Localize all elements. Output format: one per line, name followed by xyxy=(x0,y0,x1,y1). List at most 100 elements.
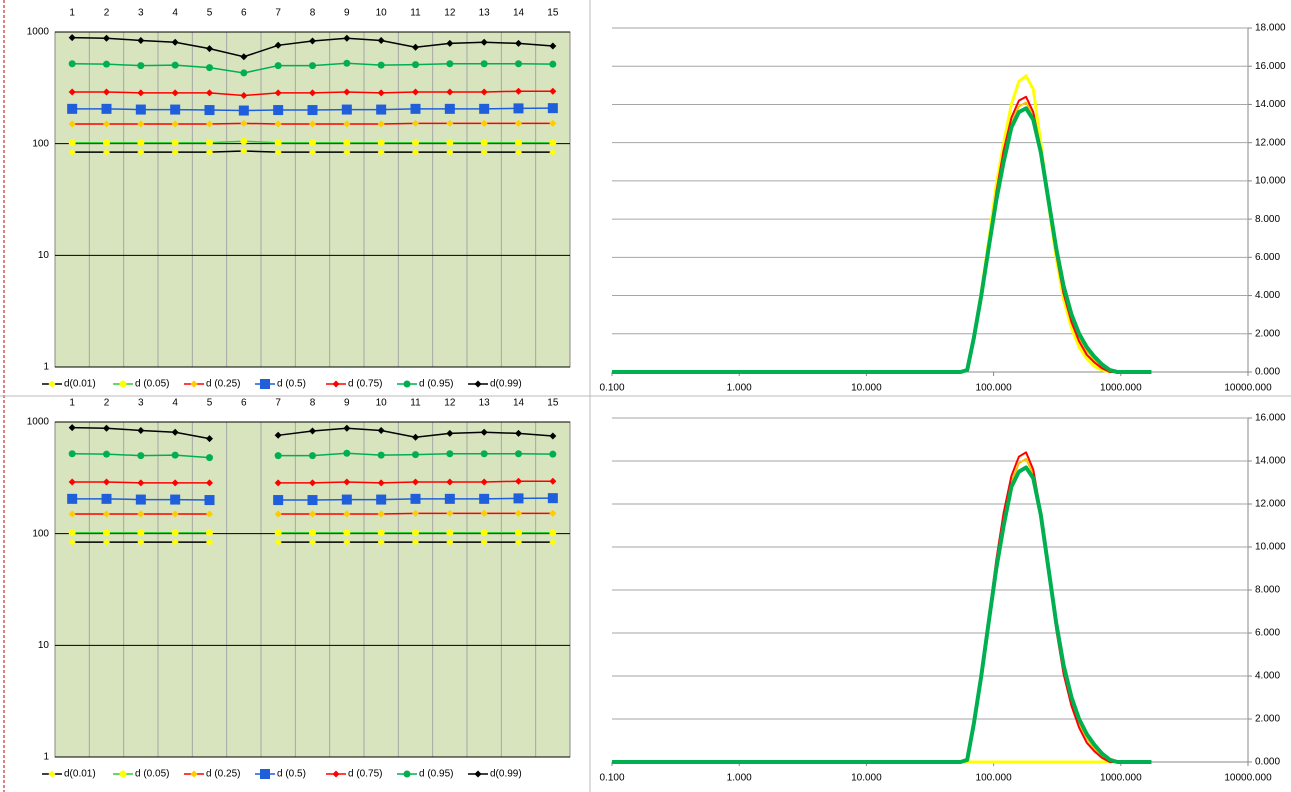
data-point xyxy=(377,148,385,156)
data-point xyxy=(412,119,419,127)
data-point xyxy=(103,424,110,432)
data-point xyxy=(103,139,110,147)
data-point xyxy=(377,529,385,537)
data-point xyxy=(480,509,488,517)
legend-marker xyxy=(190,380,198,388)
data-point xyxy=(309,37,316,45)
data-point xyxy=(171,510,179,518)
data-point xyxy=(206,435,213,443)
x-tick-label: 15 xyxy=(547,8,559,19)
data-point xyxy=(206,45,213,53)
x-tick-label: 7 xyxy=(275,398,281,409)
data-point xyxy=(547,103,558,114)
data-point xyxy=(240,137,248,145)
data-point xyxy=(68,60,76,68)
y-tick-label: 12.000 xyxy=(1255,499,1286,510)
data-point xyxy=(480,478,488,486)
data-point xyxy=(412,88,419,96)
data-point xyxy=(480,139,488,147)
x-tick-label: 1 xyxy=(69,8,75,19)
y-tick-label: 10 xyxy=(38,250,50,261)
data-point xyxy=(515,39,522,47)
data-point xyxy=(309,120,316,128)
data-point xyxy=(103,510,110,518)
data-point xyxy=(343,424,351,432)
data-point xyxy=(377,61,385,69)
legend-marker xyxy=(474,380,482,388)
data-point xyxy=(137,479,145,487)
data-point xyxy=(480,529,488,537)
x-tick-label: 5 xyxy=(207,8,213,19)
data-point xyxy=(515,529,522,537)
data-point xyxy=(412,43,419,51)
series-line xyxy=(612,465,1152,764)
x-tick-label: 3 xyxy=(138,398,144,409)
data-point xyxy=(171,38,179,46)
x-tick-label: 12 xyxy=(444,398,456,409)
data-point xyxy=(309,538,316,546)
data-point xyxy=(480,428,488,436)
legend-marker xyxy=(403,380,411,388)
data-point xyxy=(480,538,488,546)
data-point xyxy=(170,104,181,115)
y-tick-label: 18.000 xyxy=(1255,23,1286,34)
data-point xyxy=(206,89,213,97)
x-tick-label: 1.000 xyxy=(727,383,752,394)
data-point xyxy=(103,148,110,156)
data-point xyxy=(341,494,352,505)
legend-label: d (0.5) xyxy=(277,379,306,390)
data-point xyxy=(444,493,455,504)
data-point xyxy=(479,493,490,504)
data-point xyxy=(103,60,110,68)
data-point xyxy=(446,529,454,537)
data-point xyxy=(480,38,488,46)
data-point xyxy=(515,148,522,156)
data-point xyxy=(135,104,146,115)
data-point xyxy=(103,34,110,42)
data-point xyxy=(412,61,419,69)
legend-marker xyxy=(403,770,411,778)
y-tick-label: 1 xyxy=(43,752,49,763)
y-tick-label: 14.000 xyxy=(1255,99,1286,110)
data-point xyxy=(410,493,421,504)
x-tick-label: 9 xyxy=(344,398,350,409)
legend-label: d (0.05) xyxy=(135,769,169,780)
data-point xyxy=(412,433,419,441)
data-point xyxy=(549,509,557,517)
data-point xyxy=(274,139,282,147)
data-point xyxy=(377,36,385,44)
data-point xyxy=(377,510,385,518)
data-point xyxy=(103,120,110,128)
data-point xyxy=(376,494,387,505)
legend-marker xyxy=(48,380,56,388)
data-point xyxy=(68,424,76,432)
data-point xyxy=(444,103,455,114)
data-point xyxy=(549,87,557,95)
data-point xyxy=(67,103,78,114)
data-point xyxy=(513,103,524,114)
data-point xyxy=(309,148,316,156)
y-tick-label: 16.000 xyxy=(1255,413,1286,424)
data-point xyxy=(309,452,316,460)
data-point xyxy=(307,105,318,116)
y-tick-label: 14.000 xyxy=(1255,456,1286,467)
data-point xyxy=(68,478,76,486)
legend-label: d (0.25) xyxy=(206,769,240,780)
data-point xyxy=(68,88,76,96)
data-point xyxy=(274,89,282,97)
y-tick-label: 2.000 xyxy=(1255,328,1280,339)
y-tick-label: 2.000 xyxy=(1255,714,1280,725)
data-point xyxy=(343,449,351,457)
data-point xyxy=(101,493,112,504)
data-point xyxy=(170,494,181,505)
data-point xyxy=(549,432,557,440)
x-tick-label: 6 xyxy=(241,8,247,19)
data-point xyxy=(238,105,249,116)
data-point xyxy=(137,148,145,156)
data-point xyxy=(309,89,316,97)
x-tick-label: 11 xyxy=(410,398,421,409)
data-point xyxy=(309,139,316,147)
y-tick-label: 10.000 xyxy=(1255,542,1286,553)
legend-label: d (0.05) xyxy=(135,379,169,390)
